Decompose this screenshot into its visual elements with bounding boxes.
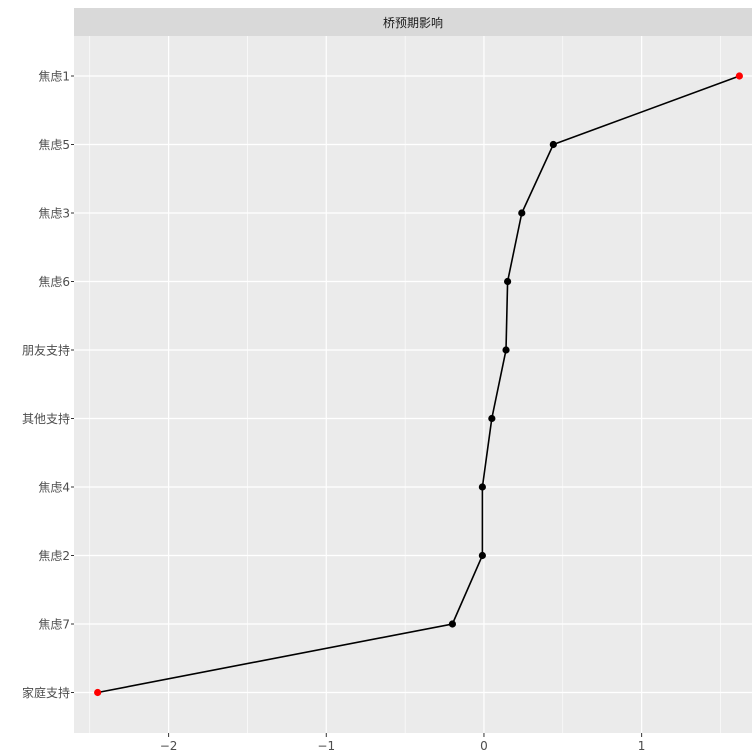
- data-point: [504, 277, 512, 286]
- data-point: [94, 688, 102, 697]
- data-point: [478, 551, 486, 560]
- major-grid: [74, 36, 752, 733]
- y-tick-label: 家庭支持: [22, 685, 70, 700]
- y-tick-label: 焦虑5: [38, 138, 70, 152]
- data-points: [94, 72, 743, 697]
- facet-strip-label: 桥预期影响: [383, 15, 443, 30]
- y-axis: 家庭支持 焦虑7 焦虑2 焦虑4 其他支持 朋友支持 焦虑6 焦虑3 焦虑5 焦虑1: [22, 70, 74, 700]
- data-point: [488, 414, 496, 423]
- minor-grid: [89, 36, 721, 733]
- y-tick-label: 焦虑2: [38, 549, 70, 563]
- facet-strip: [74, 8, 752, 36]
- data-point: [735, 72, 743, 80]
- x-tick-label: −1: [317, 739, 335, 753]
- series-line: [97, 75, 740, 694]
- y-tick-label: 焦虑4: [38, 481, 70, 495]
- x-tick-label: 0: [480, 739, 488, 753]
- data-point: [549, 140, 557, 149]
- data-point: [448, 620, 457, 628]
- x-tick-label: 1: [638, 739, 646, 753]
- y-tick-label: 焦虑7: [38, 618, 70, 632]
- data-point: [518, 209, 526, 217]
- x-axis: −2 −1 0 1: [160, 733, 646, 753]
- data-point: [502, 346, 510, 354]
- x-tick-label: −2: [160, 739, 178, 753]
- y-tick-label: 焦虑1: [38, 70, 70, 84]
- data-point: [478, 483, 486, 491]
- y-tick-label: 焦虑3: [38, 207, 70, 221]
- y-tick-label: 其他支持: [22, 411, 70, 426]
- y-tick-label: 焦虑6: [38, 275, 70, 289]
- y-tick-label: 朋友支持: [22, 343, 70, 358]
- plot-panel: [74, 36, 752, 733]
